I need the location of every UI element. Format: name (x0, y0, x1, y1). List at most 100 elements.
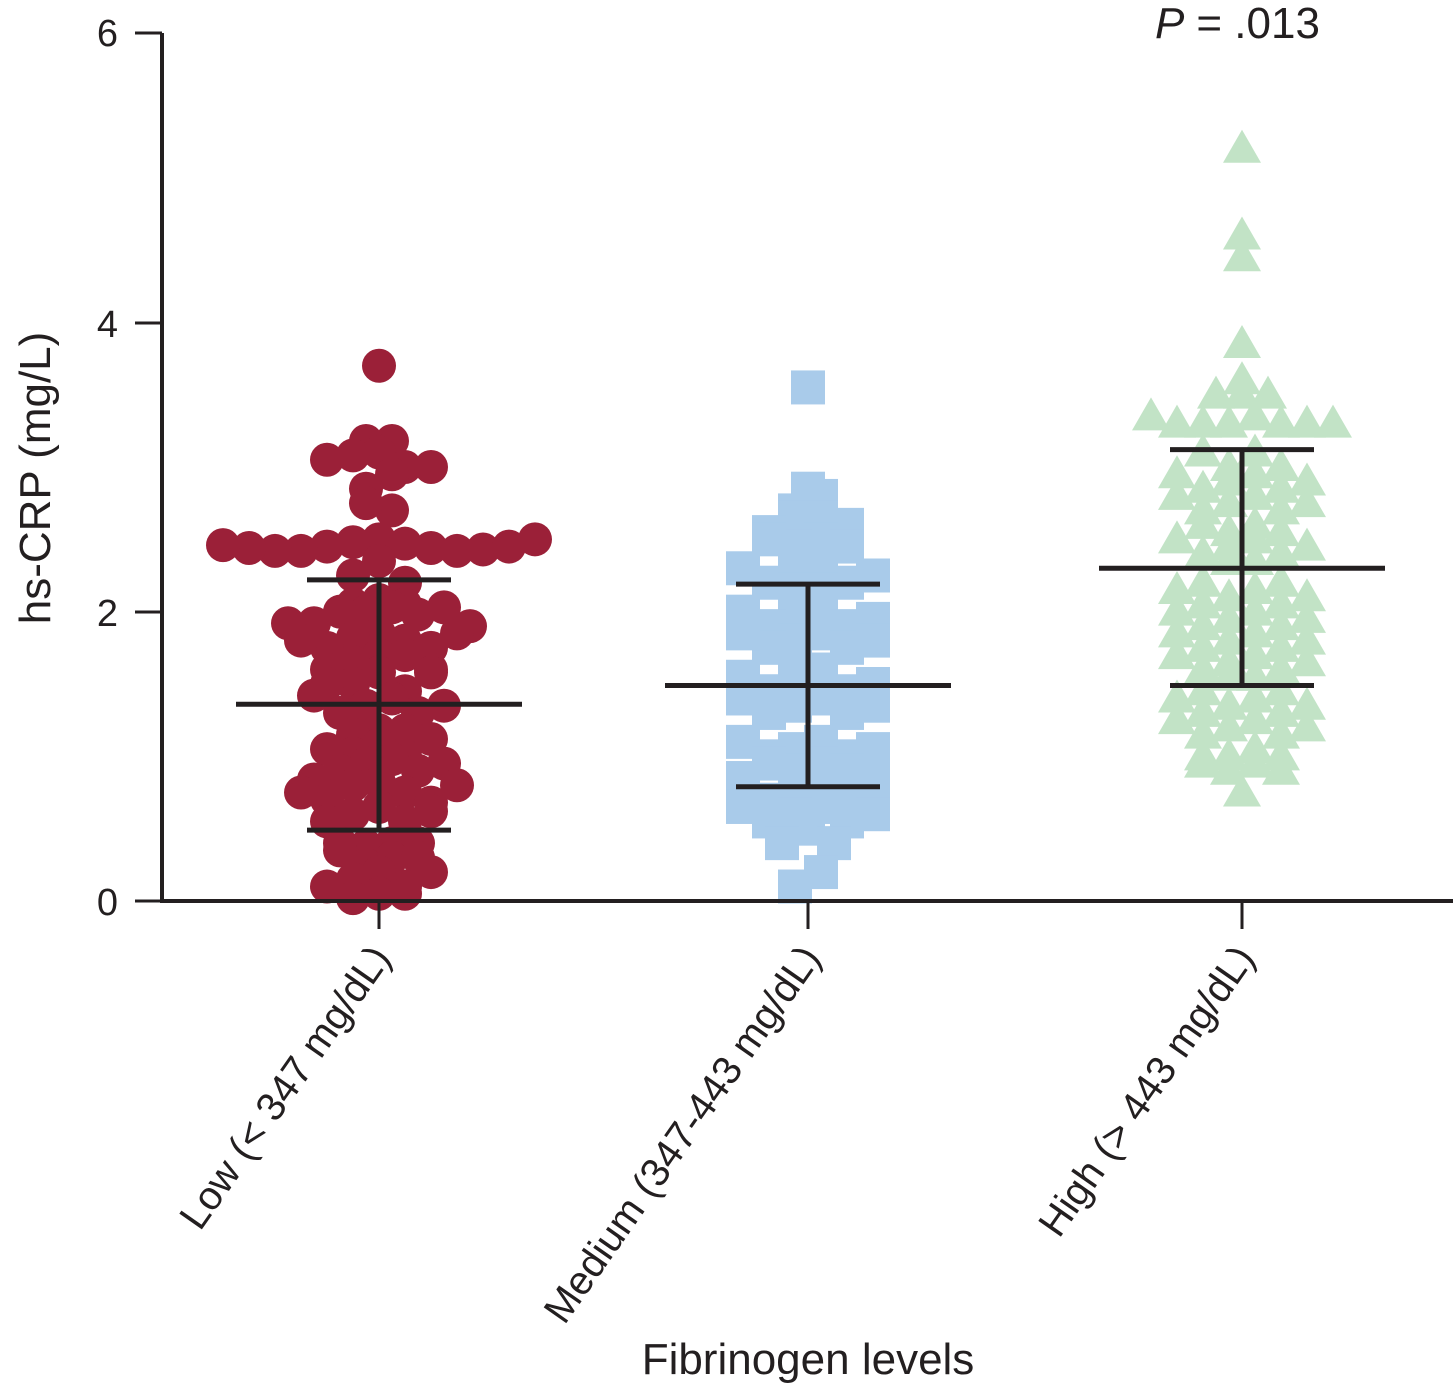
data-point (765, 826, 799, 861)
data-point (1210, 657, 1248, 691)
data-point (336, 525, 370, 560)
data-point (1158, 520, 1196, 554)
data-point (310, 869, 344, 904)
data-point (1184, 607, 1222, 641)
data-point (856, 797, 890, 832)
x-axis-title: Fibrinogen levels (642, 1335, 975, 1384)
data-point (1288, 527, 1326, 561)
data-point (310, 442, 344, 477)
data-point (1223, 325, 1261, 359)
svg-text:P= .013: P = .013 (1155, 0, 1320, 48)
data-point (1184, 469, 1222, 503)
data-point (1314, 404, 1352, 438)
data-point (388, 876, 422, 911)
data-point (1210, 621, 1248, 655)
data-point (1262, 448, 1300, 481)
data-point (856, 558, 890, 593)
data-point (1288, 578, 1326, 612)
data-point (336, 768, 370, 803)
data-point (518, 522, 552, 557)
data-point (856, 623, 890, 658)
data-point (1249, 375, 1287, 409)
data-point (1210, 599, 1248, 633)
data-point (362, 544, 396, 579)
data-point (1288, 643, 1326, 677)
data-point (414, 531, 448, 566)
data-point (1236, 657, 1274, 691)
data-point (1184, 563, 1222, 597)
data-point (1158, 636, 1196, 670)
data-point (1184, 672, 1222, 706)
data-point (284, 533, 318, 568)
data-point (1236, 701, 1274, 735)
data-point (1210, 578, 1248, 612)
data-point (466, 532, 500, 567)
data-point (856, 688, 890, 723)
data-point (1223, 375, 1261, 409)
data-point (1288, 462, 1326, 496)
x-axis: Low (< 347 mg/dL) Medium (347-443 mg/dL)… (160, 899, 1453, 1384)
p-label: P (1155, 0, 1185, 48)
data-point (1236, 397, 1274, 431)
y-axis-title: hs-CRP (mg/L) (11, 332, 60, 625)
data-point (375, 681, 409, 716)
data-point (1184, 650, 1222, 684)
data-point (1236, 476, 1274, 510)
data-point (1262, 404, 1300, 438)
y-tick-label-0: 0 (97, 882, 118, 924)
data-point (1210, 462, 1248, 496)
data-point (1158, 455, 1196, 489)
data-point (1197, 375, 1235, 409)
data-point (1236, 744, 1274, 778)
data-point (1288, 484, 1326, 518)
data-point (349, 486, 383, 521)
p-value-annotation: P = .013 (1155, 0, 1320, 48)
data-point (1184, 534, 1222, 568)
data-point (1184, 505, 1222, 539)
y-axis: 0 2 4 6 hs-CRP (mg/L) (11, 13, 164, 924)
data-point (1184, 404, 1222, 438)
data-point (1262, 751, 1300, 785)
data-point (1236, 520, 1274, 554)
data-point (1158, 614, 1196, 648)
y-tick-label-2: 2 (97, 593, 118, 635)
data-point (1132, 397, 1170, 431)
data-point (401, 597, 435, 632)
data-point (726, 551, 760, 586)
data-point (297, 678, 331, 713)
data-point (1288, 599, 1326, 633)
data-point (1158, 701, 1196, 735)
data-point (258, 533, 292, 568)
data-point (232, 531, 266, 566)
data-point (1184, 693, 1222, 727)
data-point (206, 528, 240, 563)
data-point (440, 533, 474, 568)
data-point (310, 529, 344, 564)
data-point (1184, 744, 1222, 778)
data-point (440, 768, 474, 803)
data-point (1158, 476, 1196, 510)
data-point (1158, 570, 1196, 604)
data-point (726, 789, 760, 824)
data-point (388, 713, 422, 748)
data-point (1210, 686, 1248, 720)
data-point (336, 438, 370, 473)
data-point (1288, 708, 1326, 742)
data-point (1223, 129, 1261, 163)
p-value: = .013 (1196, 0, 1320, 48)
data-point (375, 590, 409, 625)
data-point (1158, 592, 1196, 626)
data-point (323, 833, 357, 868)
data-point (1210, 404, 1248, 438)
data-point (414, 655, 448, 690)
data-point (1158, 679, 1196, 713)
data-point (1288, 404, 1326, 438)
data-point (1184, 715, 1222, 749)
data-point (1236, 679, 1274, 713)
data-point (1236, 636, 1274, 670)
data-point (388, 526, 422, 561)
data-point (1236, 455, 1274, 489)
data-point (1223, 238, 1261, 272)
data-point (726, 616, 760, 651)
data-point (1236, 614, 1274, 648)
